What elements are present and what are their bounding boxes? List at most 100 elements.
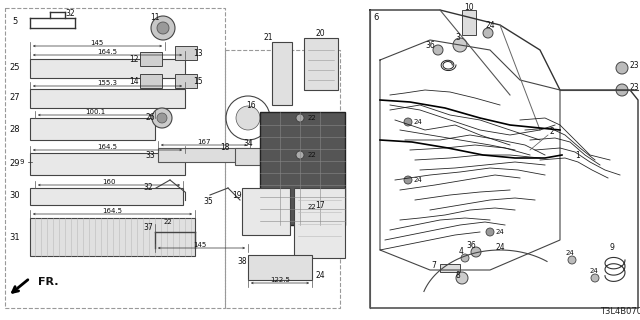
Bar <box>30 59 185 78</box>
Circle shape <box>483 28 493 38</box>
Text: 145: 145 <box>90 40 104 46</box>
Circle shape <box>616 62 628 74</box>
Circle shape <box>152 108 172 128</box>
Text: 122.5: 122.5 <box>270 277 290 283</box>
Bar <box>175 46 197 60</box>
Text: 11: 11 <box>150 13 160 22</box>
Text: 160: 160 <box>102 179 116 185</box>
Bar <box>294 188 345 258</box>
Text: 31: 31 <box>10 233 20 242</box>
Text: 100.1: 100.1 <box>85 109 105 115</box>
Text: 19: 19 <box>232 190 242 199</box>
Text: 38: 38 <box>237 258 247 267</box>
Text: 35: 35 <box>203 197 213 206</box>
Bar <box>30 153 185 175</box>
Bar <box>5 8 225 308</box>
Text: 2: 2 <box>550 127 554 137</box>
Text: 33: 33 <box>145 150 155 159</box>
Text: 24: 24 <box>413 177 422 183</box>
Circle shape <box>157 22 169 34</box>
Text: 25: 25 <box>10 63 20 73</box>
Circle shape <box>151 16 175 40</box>
Text: 30: 30 <box>10 191 20 201</box>
Text: 164.5: 164.5 <box>102 208 122 214</box>
Text: 13: 13 <box>193 49 203 58</box>
Bar <box>140 52 162 66</box>
Text: 14: 14 <box>129 76 139 85</box>
Circle shape <box>591 274 599 282</box>
Bar <box>30 89 185 108</box>
Text: 32: 32 <box>143 183 153 193</box>
Circle shape <box>486 228 494 236</box>
Text: 24: 24 <box>413 119 422 125</box>
Text: 7: 7 <box>431 260 436 269</box>
Text: 22: 22 <box>308 152 316 158</box>
Text: 22: 22 <box>164 219 172 225</box>
Text: 9: 9 <box>609 244 614 252</box>
Text: 23: 23 <box>630 84 639 92</box>
Text: 37: 37 <box>143 223 153 233</box>
Text: 6: 6 <box>373 13 378 22</box>
Text: 24: 24 <box>495 244 505 252</box>
Bar <box>225 50 340 308</box>
Text: 4: 4 <box>459 247 463 257</box>
Bar <box>175 74 197 88</box>
Text: T3L4B07008: T3L4B07008 <box>600 308 640 316</box>
Bar <box>30 188 183 205</box>
Circle shape <box>404 176 412 184</box>
Circle shape <box>461 254 469 262</box>
Bar <box>272 42 292 105</box>
Circle shape <box>456 272 468 284</box>
Bar <box>30 118 155 140</box>
Bar <box>235 148 260 165</box>
Text: 21: 21 <box>263 34 273 43</box>
Text: 23: 23 <box>630 60 639 69</box>
Circle shape <box>568 256 576 264</box>
Text: 24: 24 <box>315 270 325 279</box>
Text: 26: 26 <box>145 114 155 123</box>
Circle shape <box>296 203 304 211</box>
Bar <box>140 74 162 88</box>
Circle shape <box>157 113 167 123</box>
Circle shape <box>616 84 628 96</box>
Text: 34: 34 <box>243 139 253 148</box>
Text: 18: 18 <box>221 143 230 153</box>
Text: 32: 32 <box>65 10 75 19</box>
Bar <box>242 188 290 235</box>
Text: 1: 1 <box>575 150 580 159</box>
Text: 24: 24 <box>495 229 504 235</box>
Text: 28: 28 <box>10 124 20 133</box>
Text: 29: 29 <box>10 159 20 169</box>
Bar <box>30 218 195 256</box>
Text: 155.3: 155.3 <box>97 80 117 86</box>
Text: 145: 145 <box>193 242 207 248</box>
Bar <box>304 38 338 90</box>
Text: 22: 22 <box>308 204 316 210</box>
Text: 17: 17 <box>315 201 325 210</box>
Bar <box>248 255 312 280</box>
Circle shape <box>453 38 467 52</box>
Text: 167: 167 <box>197 139 211 145</box>
Text: 164.5: 164.5 <box>97 144 117 150</box>
Bar <box>158 148 250 162</box>
Text: 10: 10 <box>464 4 474 12</box>
Circle shape <box>296 151 304 159</box>
Text: 22: 22 <box>308 115 316 121</box>
Text: 16: 16 <box>246 100 256 109</box>
Circle shape <box>296 114 304 122</box>
Bar <box>440 264 460 272</box>
Text: 27: 27 <box>10 93 20 102</box>
Text: 36: 36 <box>466 242 476 251</box>
Text: 15: 15 <box>193 76 203 85</box>
Text: 24: 24 <box>566 250 574 256</box>
Circle shape <box>433 45 443 55</box>
Circle shape <box>471 247 481 257</box>
Text: 164.5: 164.5 <box>97 49 117 55</box>
Text: 5: 5 <box>12 18 18 27</box>
Text: FR.: FR. <box>38 277 58 287</box>
Circle shape <box>404 118 412 126</box>
Text: 8: 8 <box>456 271 460 281</box>
Text: 24: 24 <box>485 20 495 29</box>
Text: 3: 3 <box>456 34 460 43</box>
Text: 12: 12 <box>129 54 139 63</box>
